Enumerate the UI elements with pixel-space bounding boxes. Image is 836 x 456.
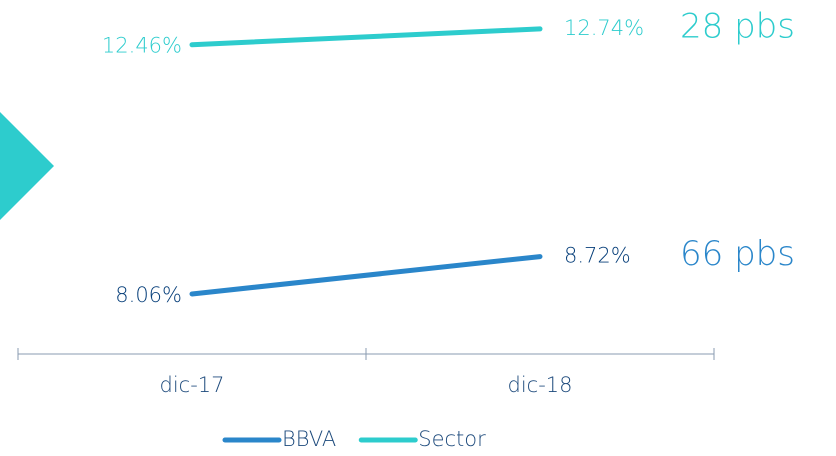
annotation: 28 pbs [680, 6, 795, 46]
data-label: 12.74% [564, 16, 644, 40]
legend-label: BBVA [282, 427, 336, 451]
data-label: 8.72% [564, 244, 631, 268]
legend-label: Sector [418, 427, 486, 451]
series-line [189, 254, 543, 297]
series-line [189, 26, 543, 48]
decor-arrow [0, 112, 54, 220]
data-label: 8.06% [115, 283, 182, 307]
x-tick-label: dic-18 [507, 373, 572, 397]
data-label: 12.46% [102, 34, 182, 58]
annotation: 66 pbs [680, 234, 795, 274]
x-tick-label: dic-17 [159, 373, 224, 397]
